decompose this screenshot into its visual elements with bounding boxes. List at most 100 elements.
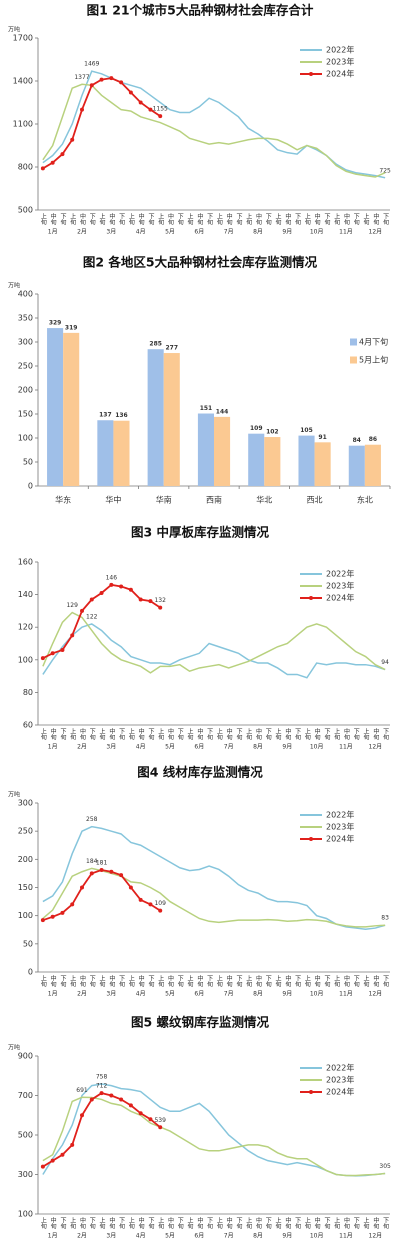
x-tick-label: 上旬 <box>333 974 340 988</box>
x-tick-label: 下旬 <box>176 213 183 226</box>
data-point <box>70 1142 75 1147</box>
x-tick-label: 中旬 <box>167 1216 174 1230</box>
month-label: 9月 <box>282 991 292 998</box>
x-tick-label: 下旬 <box>118 975 125 988</box>
x-tick-label: 下旬 <box>294 213 301 226</box>
x-tick-label: 上旬 <box>98 1216 105 1230</box>
x-tick-label: 下旬 <box>147 728 154 741</box>
x-tick-label: 下旬 <box>294 975 301 988</box>
data-label: 151 <box>200 405 213 412</box>
x-tick-label: 下旬 <box>323 1217 330 1230</box>
data-point <box>128 1103 133 1108</box>
month-label: 4月 <box>136 229 146 236</box>
y-tick-label: 0 <box>28 968 33 977</box>
x-tick-label: 下旬 <box>147 975 154 988</box>
x-tick-label: 上旬 <box>303 974 310 988</box>
data-label: 305 <box>379 1163 391 1170</box>
month-label: 12月 <box>369 229 383 236</box>
x-tick-label: 下旬 <box>294 1217 301 1230</box>
x-tick-label: 上旬 <box>245 1216 252 1230</box>
y-tick-label: 160 <box>18 558 33 567</box>
data-label: 136 <box>115 412 128 419</box>
x-tick-label: 下旬 <box>206 975 213 988</box>
data-label: 285 <box>149 341 162 348</box>
x-tick-label: 上旬 <box>98 212 105 226</box>
x-tick-label: 中旬 <box>167 974 174 988</box>
unit-label: 万吨 <box>8 26 20 34</box>
x-tick-label: 上旬 <box>186 212 193 226</box>
x-tick-label: 下旬 <box>323 213 330 226</box>
data-label: 725 <box>379 167 391 174</box>
legend-label: 2023年 <box>326 581 354 591</box>
x-tick-label: 上旬 <box>245 727 252 741</box>
x-tick-label: 下旬 <box>352 728 359 741</box>
y-tick-label: 250 <box>18 827 33 836</box>
data-point <box>119 584 124 589</box>
month-label: 9月 <box>282 1233 292 1240</box>
x-tick-label: 华东 <box>55 495 71 505</box>
x-tick-label: 上旬 <box>362 1216 369 1230</box>
y-tick-label: 50 <box>23 458 33 467</box>
month-label: 8月 <box>253 229 263 236</box>
data-point <box>89 871 94 876</box>
bar <box>248 433 265 486</box>
y-tick-label: 140 <box>18 590 33 599</box>
data-label: 132 <box>154 597 166 604</box>
data-label: 83 <box>381 915 389 922</box>
series-line <box>42 1096 386 1177</box>
x-tick-label: 中旬 <box>196 1216 203 1230</box>
x-tick-label: 上旬 <box>127 212 134 226</box>
data-label: 86 <box>369 436 377 443</box>
data-label: 1469 <box>84 61 99 68</box>
bar <box>298 435 315 486</box>
x-tick-label: 上旬 <box>69 212 76 226</box>
data-point <box>109 1093 114 1098</box>
x-tick-label: 上旬 <box>186 727 193 741</box>
data-point <box>99 77 104 82</box>
data-point <box>60 648 65 653</box>
x-tick-label: 中旬 <box>225 212 232 226</box>
data-label: 539 <box>154 1117 166 1124</box>
x-tick-label: 上旬 <box>274 1216 281 1230</box>
x-tick-label: 上旬 <box>39 1216 46 1230</box>
data-label: 758 <box>96 1074 108 1081</box>
month-label: 2月 <box>77 229 87 236</box>
month-label: 2月 <box>77 744 87 751</box>
x-tick-label: 中旬 <box>343 1216 350 1230</box>
data-label: 181 <box>96 860 108 867</box>
chart-title: 图2 各地区5大品种钢材社会库存监测情况 <box>83 255 318 270</box>
data-point <box>80 885 84 890</box>
chart-title: 图5 螺纹钢库存监测情况 <box>131 1015 270 1030</box>
y-tick-label: 200 <box>18 386 33 395</box>
month-label: 2月 <box>77 1233 87 1240</box>
legend-label: 5月上旬 <box>359 355 388 365</box>
y-tick-label: 800 <box>18 163 33 172</box>
chart-title: 图3 中厚板库存监测情况 <box>131 525 270 540</box>
x-tick-label: 中旬 <box>49 1216 56 1230</box>
data-point <box>50 1158 55 1163</box>
legend-marker <box>309 837 313 841</box>
x-tick-label: 下旬 <box>235 975 242 988</box>
legend-label: 2024年 <box>326 1087 354 1097</box>
x-tick-label: 上旬 <box>157 727 164 741</box>
x-tick-label: 上旬 <box>303 212 310 226</box>
month-label: 10月 <box>310 229 324 236</box>
legend-label: 2022年 <box>326 810 354 820</box>
month-label: 1月 <box>48 1233 58 1240</box>
month-label: 12月 <box>369 1233 383 1240</box>
data-point <box>128 587 133 592</box>
x-tick-label: 西南 <box>206 495 222 505</box>
month-label: 10月 <box>310 1233 324 1240</box>
month-label: 11月 <box>339 229 353 236</box>
month-label: 6月 <box>194 229 204 236</box>
x-tick-label: 上旬 <box>186 1216 193 1230</box>
x-tick-label: 上旬 <box>215 974 222 988</box>
data-point <box>40 166 45 171</box>
data-point <box>70 902 75 907</box>
data-point <box>60 910 65 915</box>
legend-swatch <box>350 338 357 346</box>
legend-swatch <box>350 356 357 364</box>
data-point <box>158 1125 163 1130</box>
x-tick-label: 西北 <box>307 496 323 505</box>
data-point <box>50 160 55 165</box>
